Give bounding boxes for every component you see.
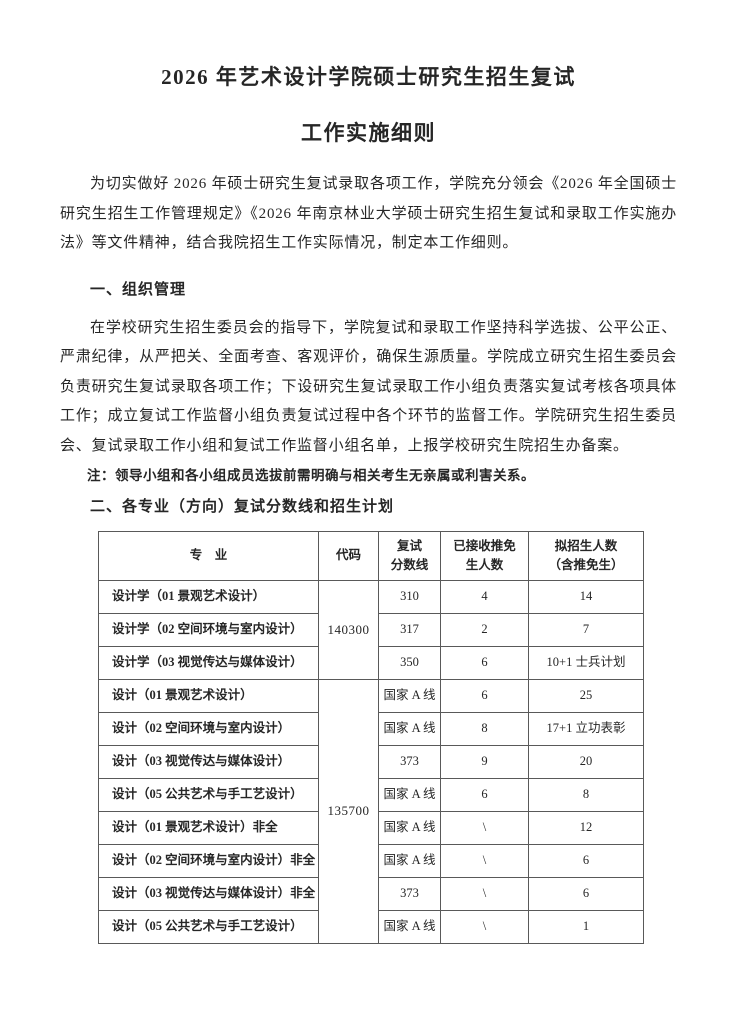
score-line-cell: 国家 A 线 [378,778,441,812]
code-cell: 140300 [318,580,379,680]
table-row: 设计（01 景观艺术设计）非全 国家 A 线 \ 12 [98,811,644,845]
major-cell: 设计（05 公共艺术与手工艺设计） [98,778,319,812]
plan-cell: 8 [528,778,644,812]
major-cell: 设计学（03 视觉传达与媒体设计） [98,646,319,680]
major-cell: 设计（02 空间环境与室内设计）非全 [98,844,319,878]
plan-cell: 25 [528,679,644,713]
table-row: 设计（03 视觉传达与媒体设计）非全 373 \ 6 [98,877,644,911]
major-cell: 设计（01 景观艺术设计） [98,679,319,713]
major-cell: 设计学（01 景观艺术设计） [98,580,319,614]
header-score-line: 复试 分数线 [378,531,441,581]
plan-cell: 6 [528,877,644,911]
plan-cell: 20 [528,745,644,779]
section1-heading: 一、组织管理 [90,281,187,298]
accepted-cell: \ [440,811,529,845]
table-row: 设计学（02 空间环境与室内设计） 317 2 7 [98,613,644,647]
table-row: 设计（05 公共艺术与手工艺设计） 国家 A 线 6 8 [98,778,644,812]
accepted-cell: 4 [440,580,529,614]
accepted-cell: 6 [440,646,529,680]
major-cell: 设计学（02 空间环境与室内设计） [98,613,319,647]
accepted-cell: 6 [440,778,529,812]
score-line-cell: 国家 A 线 [378,712,441,746]
doc-title-line2: 工作实施细则 [301,121,436,145]
table-row: 设计（02 空间环境与室内设计）非全 国家 A 线 \ 6 [98,844,644,878]
plan-cell: 7 [528,613,644,647]
section2-heading: 二、各专业（方向）复试分数线和招生计划 [90,499,395,515]
accepted-cell: 9 [440,745,529,779]
score-line-cell: 373 [378,745,441,779]
table-row: 设计学（01 景观艺术设计） 140300 310 4 14 [98,580,644,680]
accepted-cell: 6 [440,679,529,713]
major-cell: 设计（01 景观艺术设计）非全 [98,811,319,845]
plan-cell: 12 [528,811,644,845]
score-line-cell: 国家 A 线 [378,679,441,713]
major-cell: 设计（03 视觉传达与媒体设计） [98,745,319,779]
intro-paragraph: 为切实做好 2026 年硕士研究生复试录取各项工作，学院充分领会《2026 年全… [60,176,677,251]
section1-body: 在学校研究生招生委员会的指导下，学院复试和录取工作坚持科学选拔、公平公正、严肃纪… [60,319,677,454]
major-cell: 设计（03 视觉传达与媒体设计）非全 [98,877,319,911]
major-cell: 设计（02 空间环境与室内设计） [98,712,319,746]
code-cell: 135700 [318,679,379,944]
score-line-cell: 310 [378,580,441,614]
admission-score-table: 专 业 代码 复试 分数线 已接收推免 生人数 拟招生人数 （含推免生） 设计学… [98,531,644,944]
accepted-cell: \ [440,910,529,944]
header-accepted: 已接收推免 生人数 [440,531,529,581]
document-page: 2026 年艺术设计学院硕士研究生招生复试 工作实施细则 为切实做好 2026 … [60,65,677,944]
accepted-cell: \ [440,877,529,911]
plan-cell: 6 [528,844,644,878]
score-line-cell: 317 [378,613,441,647]
major-cell: 设计（05 公共艺术与手工艺设计） [98,910,319,944]
score-line-cell: 国家 A 线 [378,811,441,845]
table-row: 设计（05 公共艺术与手工艺设计） 国家 A 线 \ 1 [98,910,644,944]
plan-cell: 1 [528,910,644,944]
plan-cell: 17+1 立功表彰 [528,712,644,746]
score-line-cell: 373 [378,877,441,911]
table-row: 设计（01 景观艺术设计） 135700 国家 A 线 6 25 [98,679,644,944]
score-line-cell: 350 [378,646,441,680]
section1-note: 注：领导小组和各小组成员选拔前需明确与相关考生无亲属或利害关系。 [87,468,535,483]
plan-cell: 14 [528,580,644,614]
accepted-cell: 2 [440,613,529,647]
accepted-cell: 8 [440,712,529,746]
plan-cell: 10+1 士兵计划 [528,646,644,680]
table-header-row: 专 业 代码 复试 分数线 已接收推免 生人数 拟招生人数 （含推免生） [98,531,644,581]
score-line-cell: 国家 A 线 [378,844,441,878]
header-code: 代码 [318,531,379,581]
accepted-cell: \ [440,844,529,878]
score-line-cell: 国家 A 线 [378,910,441,944]
doc-title-line1: 2026 年艺术设计学院硕士研究生招生复试 [161,65,576,89]
header-plan: 拟招生人数 （含推免生） [528,531,644,581]
header-major: 专 业 [98,531,319,581]
